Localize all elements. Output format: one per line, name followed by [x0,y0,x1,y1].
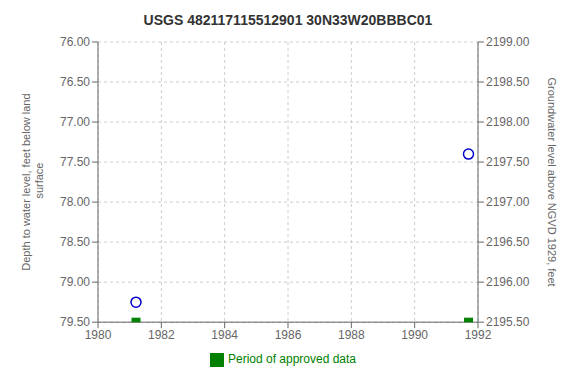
svg-text:77.50: 77.50 [60,155,90,169]
svg-text:76.00: 76.00 [60,35,90,49]
svg-text:2198.00: 2198.00 [486,115,530,129]
svg-text:2197.00: 2197.00 [486,195,530,209]
svg-text:1984: 1984 [211,328,238,342]
svg-text:1990: 1990 [401,328,428,342]
svg-text:2196.50: 2196.50 [486,235,530,249]
html-text:USGS 482117115512901 30N33W20B: USGS 482117115512901 30N33W20BBBC01 [143,12,433,28]
svg-text:1982: 1982 [148,328,175,342]
svg-text:78.50: 78.50 [60,235,90,249]
svg-text:78.00: 78.00 [60,195,90,209]
svg-text:1986: 1986 [275,328,302,342]
svg-text:76.50: 76.50 [60,75,90,89]
svg-text:Depth to water level, feet bel: Depth to water level, feet below land su… [20,93,45,270]
svg-text:1988: 1988 [338,328,365,342]
svg-text:2197.50: 2197.50 [486,155,530,169]
svg-text:2195.50: 2195.50 [486,315,530,329]
svg-text:79.50: 79.50 [60,315,90,329]
svg-text:2196.00: 2196.00 [486,275,530,289]
svg-text:2198.50: 2198.50 [486,75,530,89]
svg-text:2199.00: 2199.00 [486,35,530,49]
svg-text:77.00: 77.00 [60,115,90,129]
svg-text:Groundwater level above NGVD 1: Groundwater level above NGVD 1929, feet [546,78,558,287]
html-text:Period of approved data: Period of approved data [228,352,356,367]
svg-text:79.00: 79.00 [60,275,90,289]
svg-text:1992: 1992 [465,328,492,342]
svg-text:1980: 1980 [85,328,112,342]
